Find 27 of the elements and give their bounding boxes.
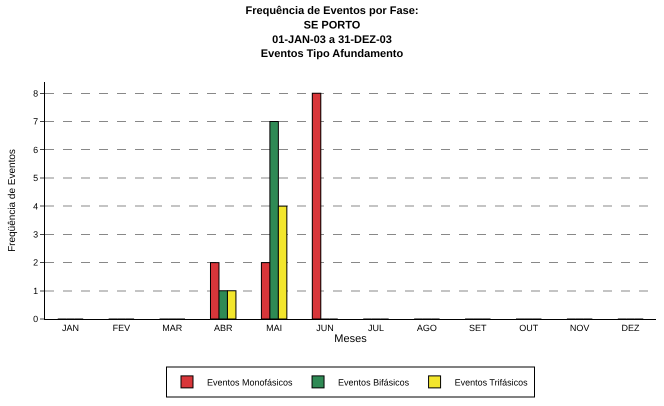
y-tick-label: 7 bbox=[33, 116, 38, 127]
x-tick-label: FEV bbox=[112, 322, 130, 333]
y-tick-label: 8 bbox=[33, 88, 38, 98]
x-tick-label: DEZ bbox=[622, 322, 640, 333]
x-tick-label: ABR bbox=[214, 322, 233, 333]
x-tick-label: SET bbox=[469, 322, 488, 333]
x-axis-title: Meses bbox=[334, 333, 368, 345]
x-tick-label: MAR bbox=[162, 322, 183, 333]
chart-title: Frequência de Eventos por Fase: SE PORTO 01-JAN-03 a 31-DEZ-03 Eventos Tipo Afundamento bbox=[246, 5, 418, 60]
legend-label: Eventos Bifásicos bbox=[338, 377, 410, 388]
y-tick-label: 6 bbox=[33, 144, 38, 155]
y-tick-label: 1 bbox=[33, 286, 38, 296]
y-tick-label: 4 bbox=[33, 201, 38, 212]
x-tick-label: AGO bbox=[416, 322, 437, 333]
y-tick-label: 3 bbox=[33, 230, 38, 240]
y-tick-label: 5 bbox=[33, 173, 38, 184]
y-axis-title: Freqüência de Eventos bbox=[7, 149, 18, 252]
x-tick-label: NOV bbox=[570, 322, 590, 333]
x-tick-label: JUN bbox=[316, 322, 334, 333]
legend-label: Eventos Monofásicos bbox=[207, 377, 294, 388]
y-tick-label: 2 bbox=[33, 258, 38, 268]
legend-label: Eventos Trifásicos bbox=[454, 377, 528, 388]
x-tick-label: OUT bbox=[519, 322, 539, 333]
y-tick-label: 0 bbox=[33, 314, 38, 324]
x-tick-label: JAN bbox=[62, 322, 79, 333]
x-tick-label: MAI bbox=[266, 322, 282, 333]
x-tick-label: JUL bbox=[368, 322, 384, 333]
